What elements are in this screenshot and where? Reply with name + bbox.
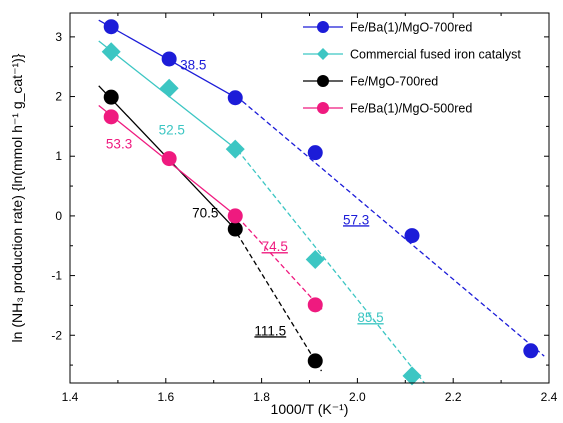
plot-frame xyxy=(69,12,550,384)
legend-marker-circle xyxy=(317,21,329,33)
fit-line-dashed xyxy=(232,226,323,372)
data-point-circle xyxy=(307,353,323,369)
data-point-circle xyxy=(227,221,243,237)
data-point-circle xyxy=(523,343,539,359)
x-tick-label: 2.0 xyxy=(349,390,366,404)
y-tick-label: 3 xyxy=(55,30,62,44)
legend-label: Fe/Ba(1)/MgO-500red xyxy=(350,102,472,116)
data-point-circle xyxy=(227,208,243,224)
fit-line-dashed xyxy=(237,149,425,384)
data-point-diamond xyxy=(225,139,245,159)
y-axis-label: ln (NH₃ production rate) {ln(mmol h⁻¹ g_… xyxy=(9,53,25,342)
data-point-circle xyxy=(103,109,119,125)
x-tick-label: 2.4 xyxy=(541,390,558,404)
activation-energy-labels: 38.5 57.3 52.5 85.5 70.5 111.5 53.3 74.5 xyxy=(106,58,384,339)
fit-lines xyxy=(98,19,545,384)
activation-energy-label: 70.5 xyxy=(192,206,218,221)
x-tick-label: 1.8 xyxy=(253,390,270,404)
legend-label: Fe/MgO-700red xyxy=(350,75,438,89)
fit-line-dashed xyxy=(242,100,545,357)
data-point-circle xyxy=(103,19,119,35)
legend-label: Commercial fused iron catalyst xyxy=(350,48,521,62)
y-tick-label: 2 xyxy=(55,90,62,104)
x-tick-label: 2.2 xyxy=(445,390,462,404)
data-point-diamond xyxy=(402,366,422,386)
data-point-diamond xyxy=(305,249,325,269)
data-point-circle xyxy=(161,151,177,167)
y-tick-label: -1 xyxy=(51,269,62,283)
fit-line-dashed xyxy=(237,216,325,312)
activation-energy-label: 53.3 xyxy=(106,136,132,151)
activation-energy-label: 74.5 xyxy=(262,239,288,254)
data-point-diamond xyxy=(159,78,179,98)
y-tick-label: 1 xyxy=(55,149,62,163)
y-tick-label: -2 xyxy=(51,328,62,342)
x-axis-label: 1000/T (K⁻¹) xyxy=(271,401,349,417)
activation-energy-label: 57.3 xyxy=(343,212,369,227)
legend-marker-circle xyxy=(317,75,329,87)
data-point-circle xyxy=(161,51,177,67)
x-tick-label: 1.6 xyxy=(157,390,174,404)
data-point-circle xyxy=(103,89,119,105)
data-point-circle xyxy=(307,145,323,161)
data-point-diamond xyxy=(101,42,121,62)
data-point-circle xyxy=(307,297,323,313)
legend-marker-diamond xyxy=(317,48,329,60)
activation-energy-label: 111.5 xyxy=(254,323,286,338)
data-point-circle xyxy=(227,90,243,106)
data-point-circle xyxy=(404,228,420,244)
x-tick-label: 1.4 xyxy=(62,390,79,404)
legend-marker-circle xyxy=(317,102,329,114)
legend-label: Fe/Ba(1)/MgO-700red xyxy=(350,21,472,35)
y-tick-label: 0 xyxy=(55,209,62,223)
activation-energy-label: 52.5 xyxy=(159,123,185,138)
axes: 1.4 1.6 1.8 2.0 2.2 2.4 -2 -1 0 1 2 3 1000/T (K⁻¹) ln… xyxy=(9,12,558,417)
activation-energy-label: 85.5 xyxy=(357,310,383,325)
activation-energy-label: 38.5 xyxy=(180,58,206,73)
legend: Fe/Ba(1)/MgO-700red Commercial fused iron… xyxy=(303,21,521,116)
data-points xyxy=(101,19,539,386)
